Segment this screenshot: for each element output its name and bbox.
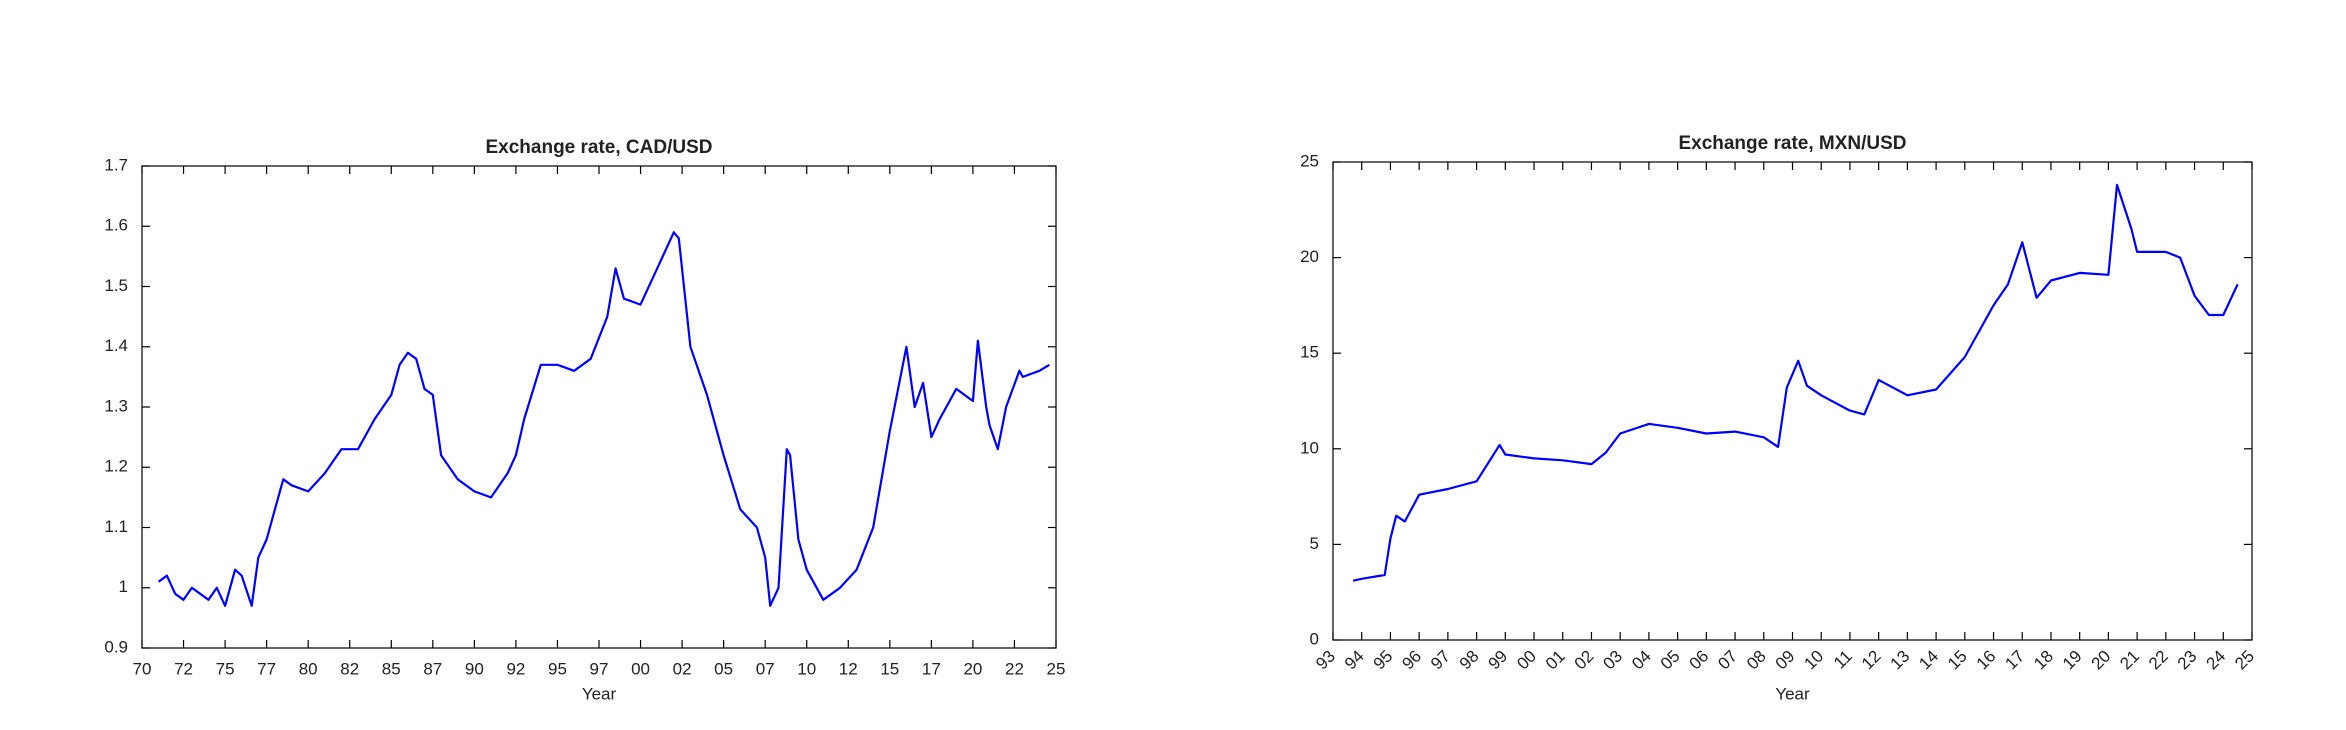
x-tick-label: 03 — [1599, 647, 1626, 674]
x-tick-label: 12 — [839, 659, 858, 678]
x-tick-label: 90 — [465, 659, 484, 678]
x-tick-label: 02 — [673, 659, 692, 678]
x-tick-label: 06 — [1686, 647, 1713, 674]
chart-title: Exchange rate, MXN/USD — [1678, 133, 1906, 154]
y-tick-label: 0.9 — [104, 637, 128, 656]
y-tick-label: 10 — [1300, 438, 1319, 457]
x-tick-label: 99 — [1484, 647, 1511, 674]
x-tick-label: 25 — [1047, 659, 1066, 678]
x-tick-label: 97 — [590, 659, 609, 678]
y-tick-label: 0 — [1310, 629, 1319, 648]
x-tick-label: 16 — [1973, 647, 2000, 674]
y-tick-label: 1.2 — [104, 457, 128, 476]
plot-frame — [1332, 161, 2253, 641]
x-tick-label: 19 — [2059, 647, 2086, 674]
x-tick-label: 75 — [216, 659, 235, 678]
x-tick-label: 85 — [382, 659, 401, 678]
y-tick-label: 25 — [1300, 151, 1319, 170]
data-line — [157, 231, 1050, 607]
chart-title: Exchange rate, CAD/USD — [485, 137, 712, 158]
x-tick-label: 20 — [2088, 647, 2115, 674]
y-tick-label: 5 — [1310, 534, 1319, 553]
x-tick-label: 00 — [1513, 647, 1540, 674]
x-tick-label: 25 — [2231, 647, 2258, 674]
x-tick-label: 08 — [1743, 647, 1770, 674]
x-tick-label: 05 — [714, 659, 733, 678]
x-tick-label: 14 — [1915, 647, 1942, 674]
x-tick-label: 97 — [1427, 647, 1454, 674]
x-axis-label: Year — [582, 684, 617, 703]
x-tick-label: 96 — [1398, 647, 1425, 674]
x-tick-label: 07 — [1714, 647, 1741, 674]
x-tick-label: 87 — [423, 659, 442, 678]
x-tick-label: 80 — [299, 659, 318, 678]
y-tick-label: 1.4 — [104, 336, 128, 355]
x-tick-label: 72 — [174, 659, 193, 678]
x-tick-label: 11 — [1830, 647, 1856, 673]
x-tick-label: 02 — [1571, 647, 1598, 674]
x-tick-label: 77 — [257, 659, 276, 678]
x-tick-label: 93 — [1312, 647, 1339, 674]
x-tick-label: 22 — [1005, 659, 1024, 678]
x-tick-label: 17 — [2001, 647, 2028, 674]
x-tick-label: 00 — [631, 659, 650, 678]
x-tick-label: 10 — [797, 659, 816, 678]
y-tick-label: 1.7 — [104, 155, 128, 174]
x-tick-label: 10 — [1800, 647, 1827, 674]
x-tick-label: 92 — [506, 659, 525, 678]
x-tick-label: 22 — [2145, 647, 2172, 674]
x-tick-label: 01 — [1542, 647, 1569, 674]
x-tick-label: 15 — [880, 659, 899, 678]
x-tick-label: 13 — [1887, 647, 1914, 674]
x-tick-label: 98 — [1456, 647, 1483, 674]
x-tick-label: 15 — [1944, 647, 1971, 674]
y-tick-label: 1.1 — [104, 517, 128, 536]
data-line — [1352, 183, 2239, 582]
plot-frame — [141, 165, 1057, 649]
x-tick-label: 20 — [963, 659, 982, 678]
x-tick-label: 82 — [340, 659, 359, 678]
y-tick-label: 1.3 — [104, 396, 128, 415]
x-tick-label: 95 — [548, 659, 567, 678]
x-tick-label: 94 — [1341, 647, 1368, 674]
y-tick-label: 1 — [119, 577, 128, 596]
y-tick-label: 15 — [1300, 343, 1319, 362]
x-tick-label: 12 — [1858, 647, 1885, 674]
x-tick-label: 95 — [1370, 647, 1397, 674]
x-axis-label: Year — [1775, 684, 1810, 703]
x-tick-label: 17 — [922, 659, 941, 678]
x-tick-label: 70 — [133, 659, 152, 678]
x-tick-label: 04 — [1628, 647, 1655, 674]
x-tick-label: 05 — [1657, 647, 1684, 674]
y-tick-label: 1.5 — [104, 276, 128, 295]
x-tick-label: 23 — [2174, 647, 2201, 674]
x-tick-label: 09 — [1772, 647, 1799, 674]
x-tick-label: 07 — [756, 659, 775, 678]
y-tick-label: 1.6 — [104, 216, 128, 235]
x-tick-label: 24 — [2202, 647, 2229, 674]
y-tick-label: 20 — [1300, 247, 1319, 266]
x-tick-label: 18 — [2030, 647, 2057, 674]
x-tick-label: 21 — [2116, 647, 2143, 674]
